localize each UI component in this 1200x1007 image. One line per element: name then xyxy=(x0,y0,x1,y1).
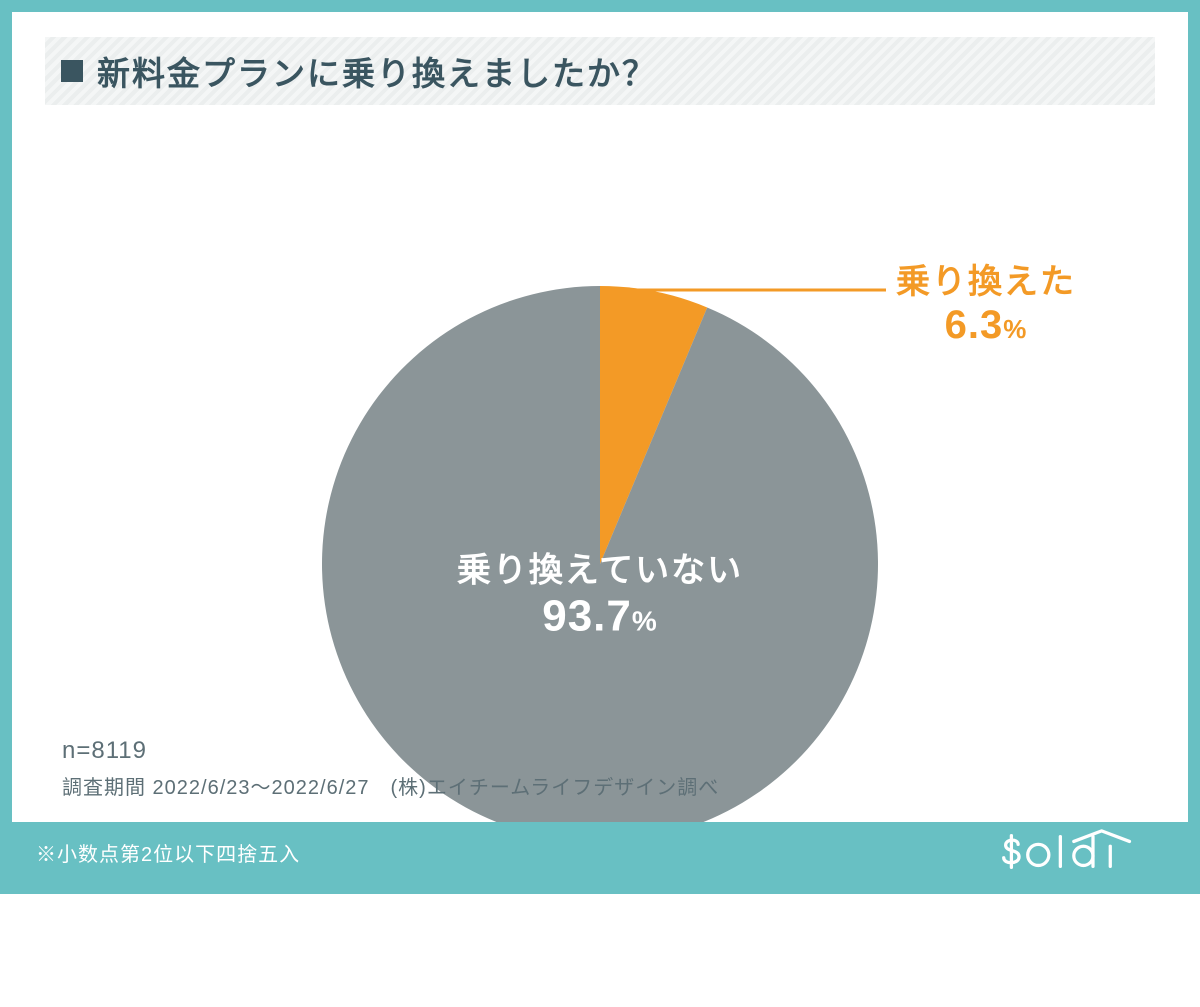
survey-period: 調査期間 2022/6/23～2022/6/27 (株)エイチームライフデザイン… xyxy=(62,771,719,800)
rounding-note: ※小数点第2位以下四捨五入 xyxy=(36,838,300,867)
survey-notes: n=8119 調査期間 2022/6/23～2022/6/27 (株)エイチーム… xyxy=(62,737,719,800)
title-text: 新料金プランに乗り換えましたか？ xyxy=(97,47,657,95)
title-bullet-icon xyxy=(61,60,83,82)
infographic-frame: 新料金プランに乗り換えましたか？ 乗り換えた 6.3% 乗り換えていない 93.… xyxy=(0,0,1200,894)
sample-size: n=8119 xyxy=(62,737,719,765)
pie-label-not-switched-text: 乗り換えていない xyxy=(457,543,743,592)
pie-label-not-switched: 乗り換えていない 93.7% xyxy=(457,543,743,642)
brand-logo-icon xyxy=(997,828,1160,876)
pie-value-not-switched: 93.7 xyxy=(542,592,632,641)
pie-label-switched-text: 乗り換えた xyxy=(896,254,1076,303)
pie-label-not-switched-value: 93.7% xyxy=(542,592,658,641)
pie-label-switched-value: 6.3% xyxy=(896,303,1076,347)
pie-value-switched: 6.3 xyxy=(945,303,1004,347)
footer-bar: ※小数点第2位以下四捨五入 xyxy=(12,822,1188,882)
pie-label-switched: 乗り換えた 6.3% xyxy=(896,254,1076,347)
title-bar: 新料金プランに乗り換えましたか？ xyxy=(45,37,1155,105)
pie-pct-switched: % xyxy=(1003,314,1027,344)
pie-pct-not-switched: % xyxy=(632,606,658,637)
